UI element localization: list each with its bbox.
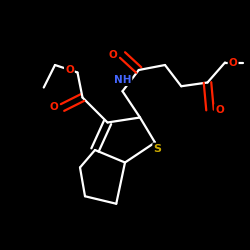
Text: O: O [229, 58, 237, 68]
Text: S: S [154, 144, 162, 154]
Text: O: O [215, 105, 224, 115]
Text: O: O [65, 65, 74, 75]
Text: NH: NH [114, 75, 131, 85]
Text: O: O [109, 50, 118, 60]
Text: O: O [49, 102, 58, 113]
